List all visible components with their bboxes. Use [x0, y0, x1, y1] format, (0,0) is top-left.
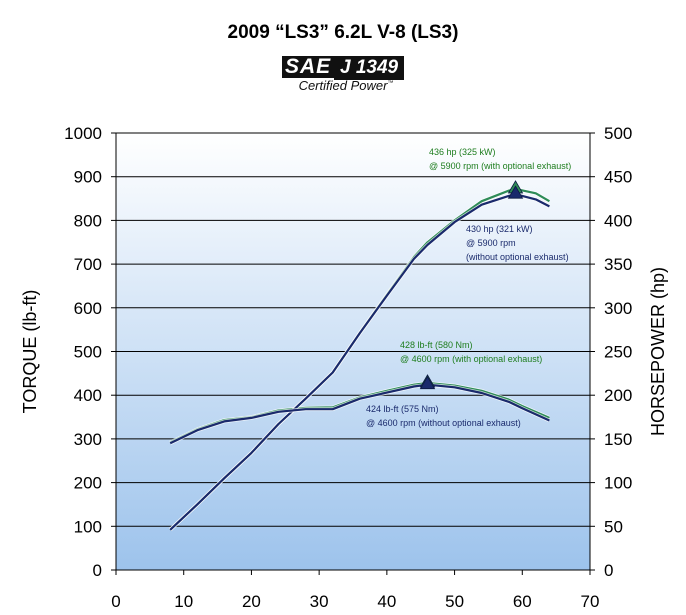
- x-tick-label: 20: [242, 592, 261, 611]
- annotation-tq-line1: 424 lb-ft (575 Nm): [366, 404, 439, 414]
- y-left-tick-label: 600: [74, 299, 102, 318]
- y-right-tick-label: 450: [604, 168, 632, 187]
- y-left-tick-label: 0: [93, 561, 102, 580]
- y-right-tick-label: 200: [604, 386, 632, 405]
- chart-title: 2009 “LS3” 6.2L V-8 (LS3): [227, 22, 459, 43]
- annotation-hp-line3: (without optional exhaust): [466, 252, 569, 262]
- ticks-group: 0100200300400500600700800900100005010015…: [64, 124, 632, 611]
- annotation-tq-opt-line2: @ 4600 rpm (with optional exhaust): [400, 354, 542, 364]
- x-tick-label: 40: [377, 592, 396, 611]
- y-right-tick-label: 100: [604, 474, 632, 493]
- marker-hp: [507, 185, 524, 199]
- y-left-tick-label: 200: [74, 474, 102, 493]
- certified-power-label: Certified Power™: [298, 78, 394, 93]
- annotation-hp-opt-line1: 436 hp (325 kW): [429, 147, 496, 157]
- marker-tq: [419, 375, 436, 390]
- y-left-tick-label: 800: [74, 211, 102, 230]
- annotations-group: 436 hp (325 kW) @ 5900 rpm (with optiona…: [366, 147, 571, 428]
- y-left-tick-label: 100: [74, 517, 102, 536]
- x-tick-label: 60: [513, 592, 532, 611]
- y-left-tick-label: 900: [74, 168, 102, 187]
- sae-logo-text: SAE: [282, 56, 335, 78]
- x-tick-label: 30: [310, 592, 329, 611]
- y-left-tick-label: 400: [74, 386, 102, 405]
- annotation-hp-line2: @ 5900 rpm: [466, 238, 516, 248]
- sae-j1349-badge: SAE J 1349 Certified Power™: [282, 56, 410, 96]
- annotation-tq-opt-line1: 428 lb-ft (580 Nm): [400, 340, 473, 350]
- gridlines: [116, 132, 590, 527]
- annotation-hp-opt-line2: @ 5900 rpm (with optional exhaust): [429, 161, 571, 171]
- y-right-tick-label: 350: [604, 255, 632, 274]
- annotation-hp-line1: 430 hp (321 kW): [466, 224, 533, 234]
- y-right-tick-label: 0: [604, 561, 613, 580]
- series-line-torque: [169, 383, 550, 445]
- y-left-tick-label: 700: [74, 255, 102, 274]
- y-axis-label-right: HORSEPOWER (hp): [648, 267, 668, 436]
- y-axis-label-left: TORQUE (lb-ft): [20, 290, 40, 414]
- x-tick-label: 0: [111, 592, 120, 611]
- y-left-tick-label: 300: [74, 430, 102, 449]
- j1349-label: J 1349: [334, 56, 405, 80]
- y-right-tick-label: 300: [604, 299, 632, 318]
- x-tick-label: 50: [445, 592, 464, 611]
- y-right-tick-label: 250: [604, 343, 632, 362]
- markers-group: [419, 180, 524, 390]
- y-right-tick-label: 50: [604, 517, 623, 536]
- annotation-tq-line2: @ 4600 rpm (without optional exhaust): [366, 418, 521, 428]
- x-tick-label: 70: [581, 592, 600, 611]
- x-tick-label: 10: [174, 592, 193, 611]
- y-right-tick-label: 400: [604, 211, 632, 230]
- y-left-tick-label: 500: [74, 343, 102, 362]
- y-right-tick-label: 150: [604, 430, 632, 449]
- y-left-tick-label: 1000: [64, 124, 102, 143]
- y-right-tick-label: 500: [604, 124, 632, 143]
